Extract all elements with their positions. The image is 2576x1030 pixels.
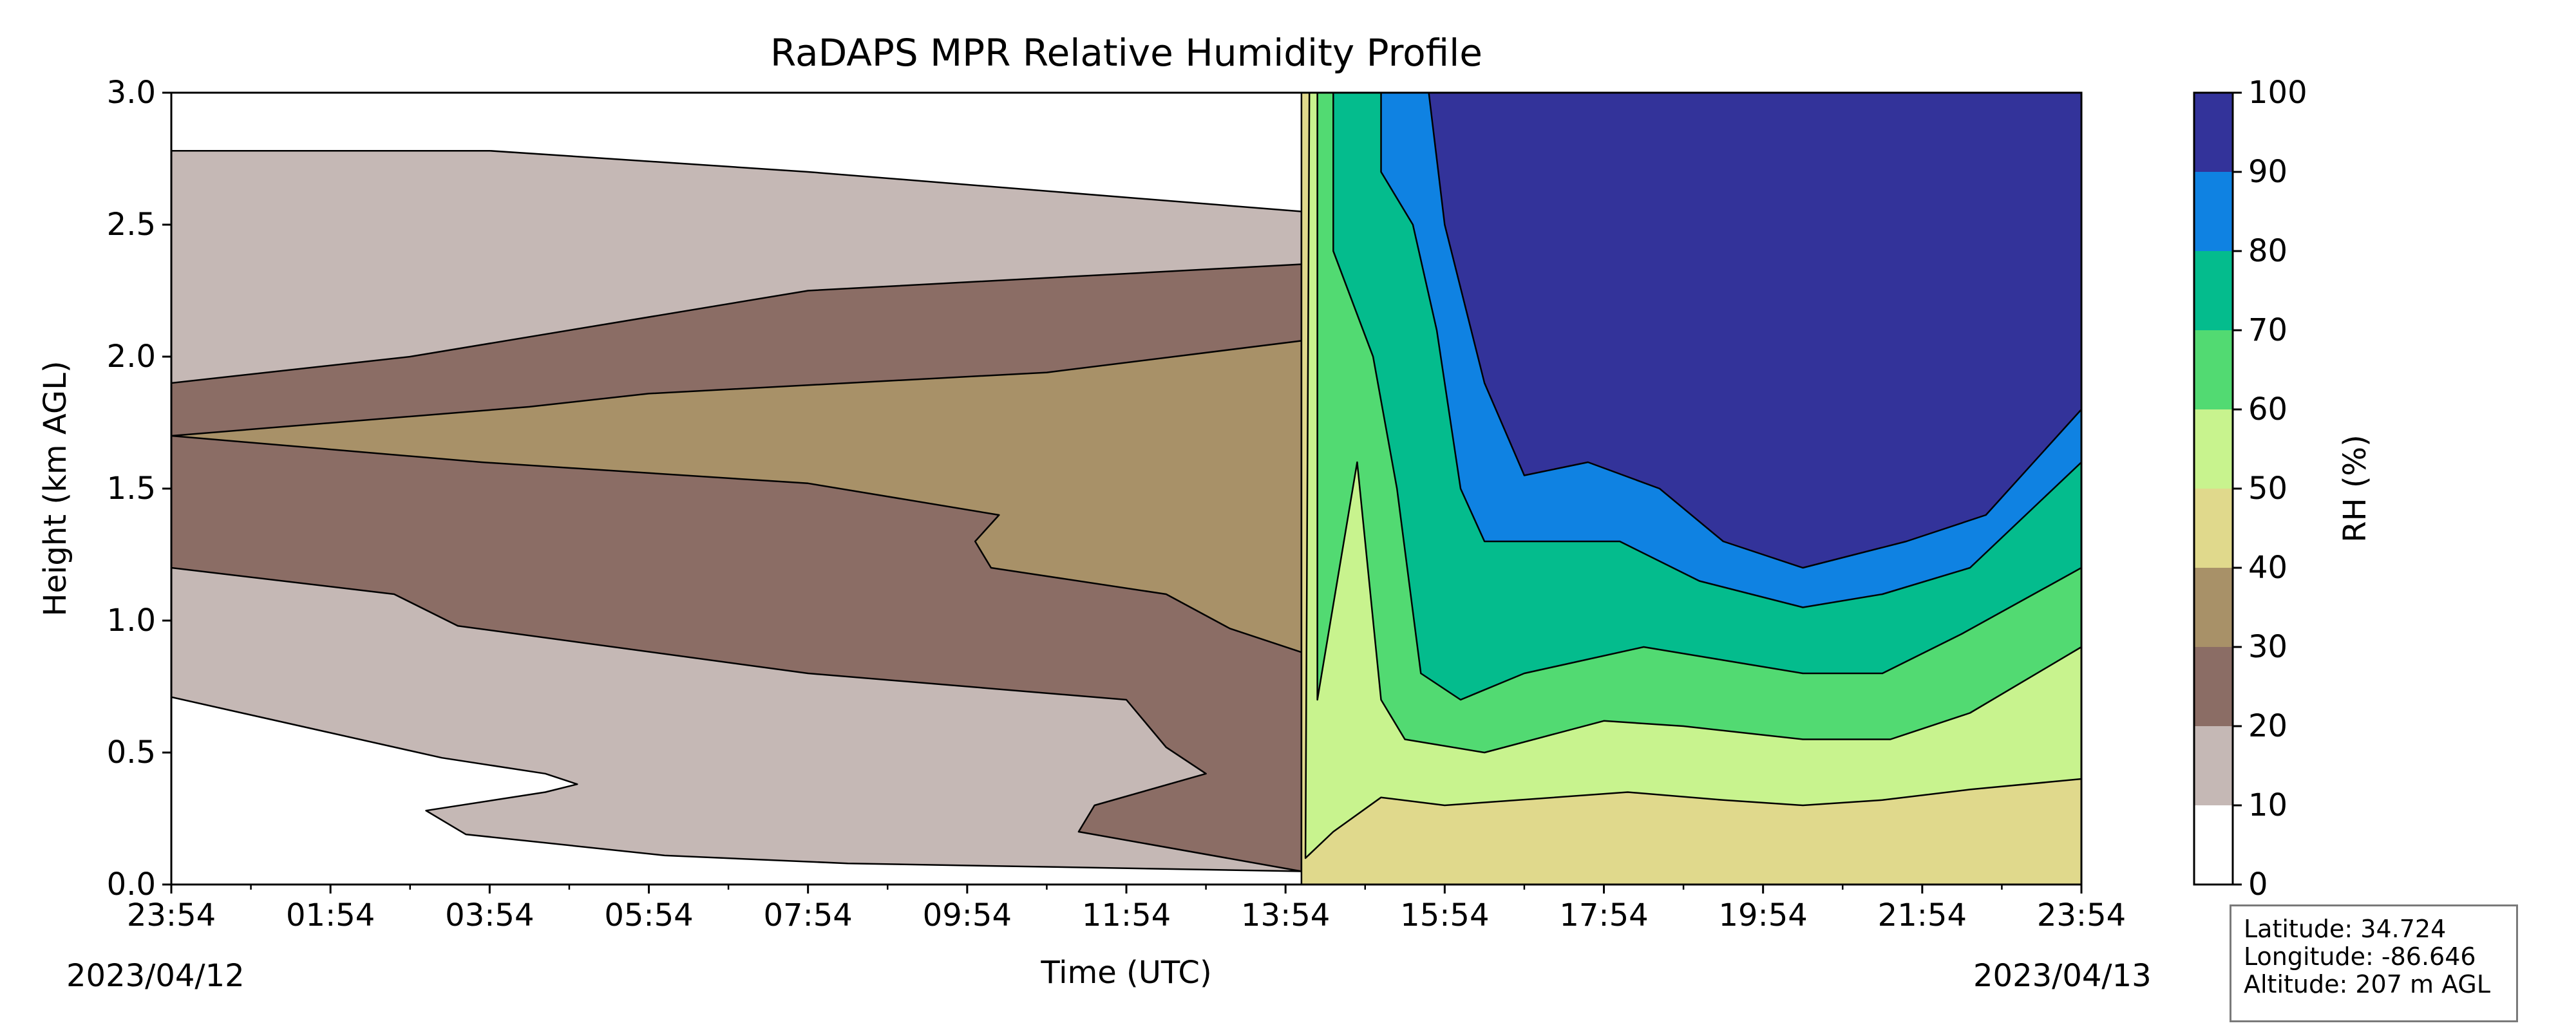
colorbar-band-0 xyxy=(2194,805,2233,885)
chart-title: RaDAPS MPR Relative Humidity Profile xyxy=(770,31,1482,75)
colorbar-tick-label: 80 xyxy=(2248,233,2287,269)
altitude-text: Altitude: 207 m AGL xyxy=(2244,971,2516,998)
colorbar-tick-label: 40 xyxy=(2248,550,2287,586)
colorbar-band-30 xyxy=(2194,568,2233,647)
date-end-label: 2023/04/13 xyxy=(1973,958,2152,994)
location-info-box: Latitude: 34.724 Longitude: -86.646 Alti… xyxy=(2230,904,2518,1022)
colorbar-band-40 xyxy=(2194,489,2233,568)
colorbar-tick-label: 50 xyxy=(2248,471,2287,507)
y-tick-label: 0.5 xyxy=(107,735,156,771)
x-tick-label: 13:54 xyxy=(1241,897,1330,933)
x-axis: 23:54 01:54 03:54 05:54 07:54 09:54 11:54 13:54… xyxy=(127,885,2126,933)
y-tick-label: 3.0 xyxy=(107,75,156,111)
colorbar-band-20 xyxy=(2194,647,2233,726)
latitude-text: Latitude: 34.724 xyxy=(2244,915,2516,943)
colorbar-tick-label: 60 xyxy=(2248,391,2287,427)
longitude-text: Longitude: -86.646 xyxy=(2244,943,2516,971)
x-tick-label: 11:54 xyxy=(1082,897,1171,933)
colorbar-band-10 xyxy=(2194,726,2233,805)
x-tick-label: 09:54 xyxy=(923,897,1012,933)
x-tick-label: 05:54 xyxy=(604,897,693,933)
x-tick-label: 23:54 xyxy=(127,897,216,933)
y-axis-label: Height (km AGL) xyxy=(37,360,73,616)
colorbar-tick-label: 100 xyxy=(2248,75,2307,111)
colorbar-tick-label: 30 xyxy=(2248,629,2287,665)
x-tick-label: 07:54 xyxy=(764,897,853,933)
x-tick-label: 23:54 xyxy=(2037,897,2126,933)
colorbar-tick-label: 20 xyxy=(2248,708,2287,744)
colorbar-band-60 xyxy=(2194,330,2233,409)
rh-profile-figure: RaDAPS MPR Relative Humidity Profile 0.0… xyxy=(0,0,2576,1030)
colorbar-tick-label: 0 xyxy=(2248,866,2268,903)
colorbar-band-50 xyxy=(2194,409,2233,489)
y-tick-label: 2.5 xyxy=(107,207,156,243)
x-tick-label: 19:54 xyxy=(1719,897,1808,933)
colorbar-tick-label: 10 xyxy=(2248,787,2287,823)
colorbar: 0 10 20 30 40 50 60 70 80 90 100 xyxy=(2194,75,2307,903)
x-tick-label: 15:54 xyxy=(1400,897,1489,933)
colorbar-tick-label: 90 xyxy=(2248,154,2287,190)
colorbar-label: RH (%) xyxy=(2337,435,2373,543)
plot-area xyxy=(171,93,2081,885)
x-tick-label: 21:54 xyxy=(1878,897,1967,933)
y-axis: 0.00.51.01.52.02.53.0 xyxy=(107,75,171,903)
x-tick-label: 17:54 xyxy=(1559,897,1648,933)
x-axis-label: Time (UTC) xyxy=(1040,955,1211,991)
y-tick-label: 1.0 xyxy=(107,603,156,639)
colorbar-band-80 xyxy=(2194,172,2233,251)
y-tick-label: 1.5 xyxy=(107,471,156,507)
colorbar-tick-label: 70 xyxy=(2248,312,2287,348)
x-tick-label: 01:54 xyxy=(286,897,375,933)
date-start-label: 2023/04/12 xyxy=(66,958,245,994)
colorbar-band-70 xyxy=(2194,251,2233,330)
colorbar-band-90 xyxy=(2194,93,2233,172)
x-tick-label: 03:54 xyxy=(445,897,534,933)
y-tick-label: 2.0 xyxy=(107,339,156,375)
